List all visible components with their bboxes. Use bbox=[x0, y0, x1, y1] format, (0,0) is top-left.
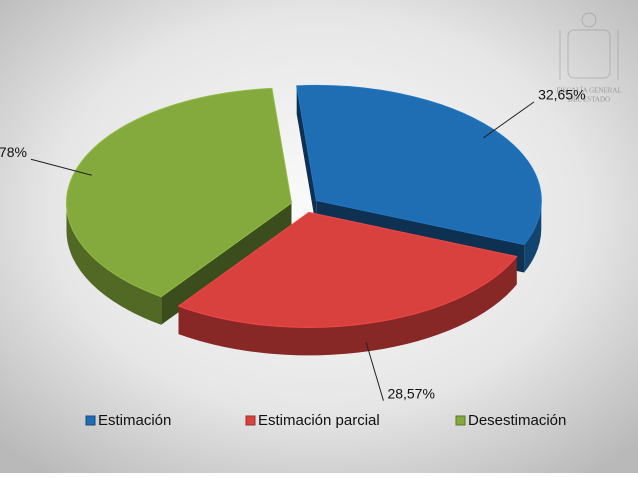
legend-swatch bbox=[245, 415, 256, 426]
slice bbox=[66, 87, 293, 298]
logo-text: FISCALÍA GENERAL bbox=[556, 87, 622, 95]
slice-side bbox=[161, 202, 292, 325]
leader-line bbox=[482, 101, 535, 139]
slice bbox=[177, 211, 518, 328]
legend-swatch bbox=[455, 415, 466, 426]
leader-line bbox=[365, 341, 384, 401]
leader-line bbox=[30, 158, 92, 176]
legend-label: Estimación bbox=[98, 412, 171, 429]
slice-side bbox=[178, 256, 517, 356]
slice-side bbox=[66, 202, 162, 325]
logo-emblem bbox=[559, 12, 619, 80]
legend-label: Desestimación bbox=[468, 412, 566, 429]
data-label: 28,57% bbox=[387, 385, 434, 401]
data-label: 38,78% bbox=[0, 144, 27, 160]
slice bbox=[296, 84, 542, 246]
slice-side bbox=[524, 200, 542, 273]
logo-text: DEL ESTADO bbox=[568, 96, 610, 104]
slice-side bbox=[296, 85, 317, 229]
data-label: 32,65% bbox=[538, 87, 585, 103]
legend-label: Estimación parcial bbox=[258, 412, 380, 429]
legend-swatch bbox=[85, 415, 96, 426]
